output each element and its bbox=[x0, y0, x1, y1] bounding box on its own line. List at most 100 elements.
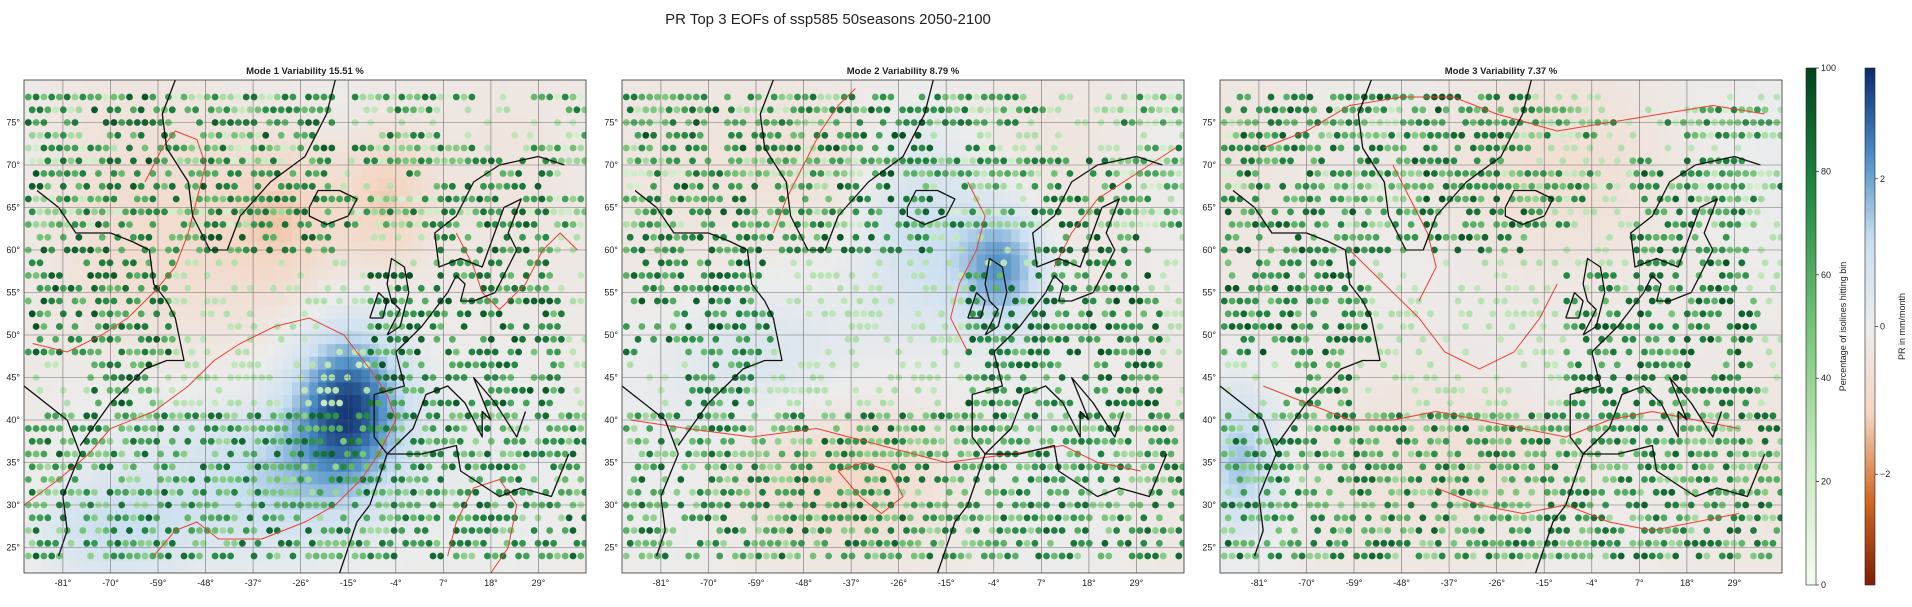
pr-cell bbox=[292, 152, 302, 166]
isoline-dot bbox=[118, 221, 126, 228]
isoline-dot bbox=[507, 348, 515, 356]
isoline-dot bbox=[410, 157, 417, 165]
isoline-dot bbox=[402, 361, 410, 369]
isoline-dot bbox=[106, 386, 114, 394]
pr-cell bbox=[725, 420, 735, 434]
pr-cell bbox=[335, 165, 345, 179]
isoline-dot bbox=[460, 144, 468, 152]
pr-cell bbox=[274, 560, 284, 573]
pr-cell bbox=[760, 292, 770, 306]
pr-cell bbox=[568, 381, 578, 396]
pr-cell bbox=[67, 190, 77, 204]
pr-cell bbox=[84, 126, 94, 141]
pr-cell bbox=[525, 420, 535, 434]
pr-cell bbox=[404, 101, 414, 115]
isoline-dot bbox=[149, 527, 157, 534]
pr-cell bbox=[439, 88, 449, 102]
pr-cell bbox=[447, 279, 457, 294]
isoline-dot bbox=[137, 310, 145, 318]
pr-cell bbox=[127, 318, 137, 332]
pr-cell bbox=[439, 267, 449, 281]
pr-cell bbox=[525, 80, 535, 90]
pr-cell bbox=[119, 267, 129, 281]
isoline-dot bbox=[312, 552, 320, 560]
pr-cell bbox=[292, 471, 302, 485]
pr-cell bbox=[734, 471, 744, 485]
isoline-dot bbox=[59, 284, 67, 292]
pr-cell bbox=[734, 407, 744, 421]
map-panel-mode-2: Mode 2 Variability 8.79 % -81° -70° -59° -4… bbox=[604, 66, 1185, 588]
pr-cell bbox=[119, 152, 129, 166]
pr-cell bbox=[421, 381, 431, 396]
isoline-dot bbox=[40, 552, 48, 560]
isoline-dot bbox=[546, 323, 554, 330]
pr-cell bbox=[691, 458, 701, 472]
pr-cell bbox=[196, 420, 207, 434]
isoline-dot bbox=[153, 539, 161, 547]
isoline-dot bbox=[130, 131, 137, 139]
isoline-dot bbox=[359, 297, 367, 305]
pr-cell bbox=[378, 330, 388, 345]
isoline-dot bbox=[24, 297, 32, 305]
pr-cell bbox=[205, 88, 215, 102]
isoline-dot bbox=[203, 195, 211, 203]
pr-cell bbox=[369, 547, 379, 561]
isoline-dot bbox=[332, 488, 340, 496]
isoline-dot bbox=[79, 297, 87, 305]
pr-cell bbox=[41, 254, 51, 268]
isoline-dot bbox=[71, 93, 79, 101]
isoline-dot bbox=[87, 195, 94, 203]
isoline-dot bbox=[332, 463, 340, 471]
pr-cell bbox=[352, 241, 362, 255]
isoline-dot bbox=[507, 476, 515, 483]
pr-cell bbox=[456, 139, 466, 153]
pr-cell bbox=[568, 509, 578, 523]
pr-cell bbox=[110, 80, 120, 90]
isoline-dot bbox=[184, 412, 192, 420]
pr-cell bbox=[93, 369, 103, 383]
pr-cell bbox=[516, 190, 526, 204]
pr-cell bbox=[734, 343, 744, 357]
pr-cell bbox=[127, 216, 137, 230]
pr-cell bbox=[516, 267, 526, 281]
isoline-dot bbox=[359, 425, 367, 432]
pr-cell bbox=[171, 356, 181, 370]
pr-cell bbox=[734, 394, 744, 408]
isoline-dot bbox=[262, 488, 270, 496]
pr-cell bbox=[665, 216, 675, 230]
pr-cell bbox=[639, 177, 649, 192]
pr-cell bbox=[751, 560, 761, 573]
isoline-dot bbox=[394, 106, 402, 114]
isoline-dot bbox=[215, 131, 223, 139]
isoline-dot bbox=[289, 552, 297, 560]
pr-cell bbox=[300, 114, 310, 128]
isoline-dot bbox=[246, 157, 254, 165]
pr-cell bbox=[751, 292, 761, 306]
pr-cell bbox=[352, 381, 362, 396]
isoline-dot bbox=[196, 93, 203, 101]
isoline-dot bbox=[145, 208, 153, 216]
isoline-dot bbox=[433, 539, 441, 547]
pr-cell bbox=[179, 343, 189, 357]
isoline-dot bbox=[118, 170, 126, 177]
pr-cell bbox=[482, 407, 492, 421]
isoline-dot bbox=[83, 182, 91, 190]
isoline-dot bbox=[402, 539, 410, 547]
isoline-dot bbox=[258, 425, 266, 432]
isoline-dot bbox=[499, 221, 507, 228]
isoline-dot bbox=[437, 476, 445, 483]
pr-cell bbox=[456, 165, 466, 179]
pr-cell bbox=[725, 496, 735, 510]
isoline-dot bbox=[246, 488, 254, 496]
pr-cell bbox=[413, 560, 423, 573]
isoline-dot bbox=[491, 348, 499, 356]
isoline-dot bbox=[308, 539, 316, 547]
isoline-dot bbox=[382, 221, 390, 228]
isoline-dot bbox=[305, 297, 312, 305]
isoline-dot bbox=[95, 93, 102, 101]
isoline-dot bbox=[534, 412, 542, 420]
isoline-dot bbox=[59, 437, 67, 445]
pr-cell bbox=[67, 496, 77, 510]
pr-cell bbox=[179, 228, 189, 243]
pr-cell bbox=[378, 80, 388, 90]
